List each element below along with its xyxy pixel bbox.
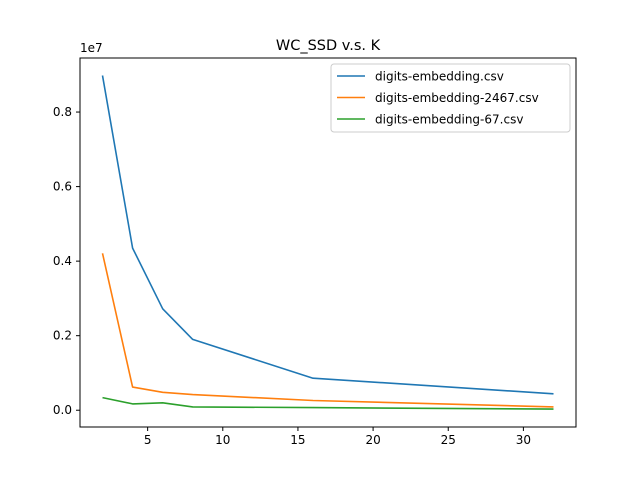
x-tick-label: 25 [441,433,456,447]
y-tick-label: 0.6 [53,180,72,194]
legend-label: digits-embedding-2467.csv [375,91,539,105]
y-tick-label: 0.4 [53,254,72,268]
series-lines [101,75,554,410]
axis-ticks: 5 10 15 20 25 30 0.0 0.2 0.4 0.6 0.8 [53,105,531,447]
x-tick-label: 15 [290,433,305,447]
x-tick-label: 5 [144,433,152,447]
legend: digits-embedding.csv digits-embedding-246… [330,63,571,133]
plot-frame [79,57,577,428]
x-tick-label: 30 [516,433,531,447]
series-line-3 [102,396,554,410]
series-line-2 [101,253,554,408]
series-line-1 [101,75,554,395]
y-tick-label: 0.0 [53,403,72,417]
legend-box [330,63,571,133]
y-axis-offset-label: 1e7 [80,41,103,55]
x-tick-label: 10 [215,433,230,447]
y-tick-label: 0.2 [53,329,72,343]
y-tick-label: 0.8 [53,105,72,119]
legend-label: digits-embedding-67.csv [375,113,523,127]
x-tick-label: 20 [365,433,380,447]
chart-title: WC_SSD v.s. K [276,38,381,54]
legend-label: digits-embedding.csv [375,70,504,84]
